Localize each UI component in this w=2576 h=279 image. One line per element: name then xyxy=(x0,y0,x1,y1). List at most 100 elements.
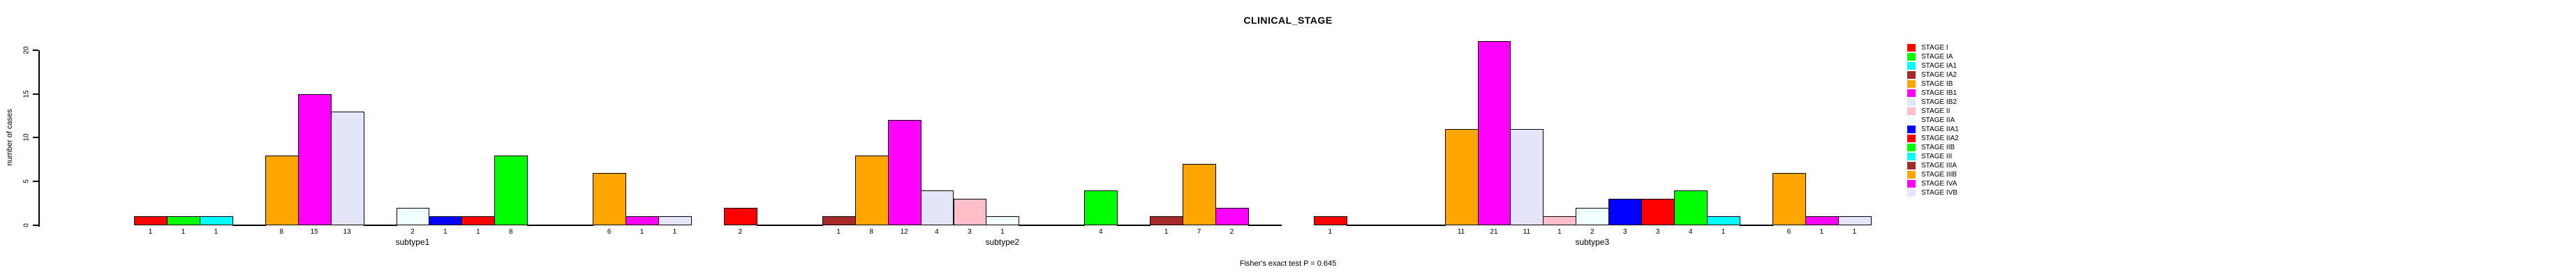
legend-swatch xyxy=(1907,144,1916,151)
bar-value-label: 1 xyxy=(1721,228,1726,236)
legend-swatch xyxy=(1907,98,1916,106)
bar-value-label: 8 xyxy=(279,228,283,236)
chart-title: CLINICAL_STAGE xyxy=(1243,15,1333,26)
legend-label: STAGE IIA1 xyxy=(1921,126,1959,133)
y-tick xyxy=(33,49,38,51)
bar-subtype1-STAGE-IIA1 xyxy=(429,216,463,225)
bar-value-label: 3 xyxy=(1622,228,1627,236)
bar-subtype2-STAGE-IIIB xyxy=(1183,164,1217,225)
bar-value-label: 1 xyxy=(181,228,186,236)
bar-value-label: 1 xyxy=(1328,228,1333,236)
legend-label: STAGE IIB xyxy=(1921,144,1955,151)
bar-subtype3-STAGE-I xyxy=(1313,216,1347,225)
bar-value-label: 1 xyxy=(443,228,447,236)
bar-value-label: 11 xyxy=(1523,228,1531,236)
zero-bar-subtype2-STAGE-IVB xyxy=(1248,225,1282,226)
legend-label: STAGE IA2 xyxy=(1921,71,1957,79)
bar-subtype2-STAGE-IA2 xyxy=(822,216,856,225)
bar-subtype3-STAGE-IIA1 xyxy=(1608,199,1643,225)
zero-bar-subtype3-STAGE-IA xyxy=(1346,225,1380,226)
legend-label: STAGE IIIB xyxy=(1921,171,1957,179)
legend-label: STAGE IB xyxy=(1921,80,1953,88)
y-tick xyxy=(33,93,38,95)
y-tick-label: 20 xyxy=(22,46,31,54)
legend-label: STAGE IB2 xyxy=(1921,98,1957,106)
zero-bar-subtype2-STAGE-IA1 xyxy=(789,225,823,226)
zero-bar-subtype3-STAGE-IA2 xyxy=(1412,225,1446,226)
bar-value-label: 21 xyxy=(1490,228,1498,236)
bar-value-label: 2 xyxy=(1590,228,1594,236)
bar-value-label: 2 xyxy=(1229,228,1234,236)
legend-label: STAGE IA1 xyxy=(1921,62,1957,70)
bar-subtype1-STAGE-IIA xyxy=(396,207,430,225)
legend-swatch xyxy=(1907,116,1916,124)
bar-subtype3-STAGE-IVA xyxy=(1805,216,1839,225)
legend-label: STAGE IIA xyxy=(1921,116,1955,124)
zero-bar-subtype2-STAGE-IA xyxy=(756,225,790,226)
y-tick xyxy=(33,225,38,226)
bar-subtype1-STAGE-IVB xyxy=(658,216,692,225)
bar-value-label: 13 xyxy=(343,228,351,236)
bar-subtype2-STAGE-I xyxy=(723,207,757,225)
bar-value-label: 1 xyxy=(639,228,644,236)
bar-subtype1-STAGE-IVA xyxy=(626,216,660,225)
bar-value-label: 1 xyxy=(148,228,153,236)
group-label-subtype3: subtype3 xyxy=(1575,237,1610,247)
legend-swatch xyxy=(1907,44,1916,52)
legend-swatch xyxy=(1907,62,1916,70)
bar-subtype1-STAGE-IIB xyxy=(494,155,528,225)
bar-value-label: 1 xyxy=(476,228,480,236)
bar-subtype3-STAGE-IIB xyxy=(1674,190,1708,225)
bar-value-label: 1 xyxy=(1164,228,1169,236)
zero-bar-subtype2-STAGE-IIA1 xyxy=(1019,225,1053,226)
legend-swatch xyxy=(1907,71,1916,79)
legend-swatch xyxy=(1907,107,1916,115)
bar-subtype2-STAGE-IB1 xyxy=(887,120,921,225)
bar-value-label: 8 xyxy=(509,228,513,236)
bar-subtype1-STAGE-IA xyxy=(166,216,200,225)
bar-value-label: 6 xyxy=(607,228,612,236)
bar-value-label: 1 xyxy=(1852,228,1857,236)
bar-subtype3-STAGE-II xyxy=(1543,216,1577,225)
bar-value-label: 1 xyxy=(836,228,841,236)
zero-bar-subtype3-STAGE-IA1 xyxy=(1379,225,1413,226)
y-axis-label: number of cases xyxy=(6,109,14,166)
bar-value-label: 2 xyxy=(410,228,415,236)
bar-value-label: 7 xyxy=(1197,228,1201,236)
y-tick xyxy=(33,181,38,183)
bar-value-label: 4 xyxy=(935,228,939,236)
legend-label: STAGE IIIA xyxy=(1921,162,1957,169)
fisher-test-annotation: Fisher's exact test P = 0.645 xyxy=(1239,259,1337,268)
bar-subtype3-STAGE-IB1 xyxy=(1477,41,1511,225)
bar-subtype1-STAGE-I xyxy=(134,216,168,225)
y-tick-label: 15 xyxy=(22,90,31,98)
legend-swatch xyxy=(1907,89,1916,97)
bar-value-label: 15 xyxy=(310,228,318,236)
legend-swatch xyxy=(1907,126,1916,133)
bar-value-label: 1 xyxy=(1819,228,1824,236)
bar-subtype2-STAGE-IIB xyxy=(1084,190,1118,225)
y-tick-label: 10 xyxy=(22,133,31,142)
legend-label: STAGE I xyxy=(1921,44,1948,52)
legend-swatch xyxy=(1907,53,1916,61)
bar-subtype3-STAGE-IIA xyxy=(1576,207,1610,225)
bar-subtype2-STAGE-IIIA xyxy=(1150,216,1184,225)
bar-subtype3-STAGE-IB2 xyxy=(1510,128,1544,225)
bar-subtype1-STAGE-IB xyxy=(265,155,299,225)
bar-value-label: 8 xyxy=(869,228,873,236)
bar-subtype1-STAGE-IB2 xyxy=(330,111,364,225)
bar-value-label: 6 xyxy=(1786,228,1791,236)
bar-subtype1-STAGE-IB1 xyxy=(297,93,332,225)
bar-subtype2-STAGE-IIA xyxy=(986,216,1020,225)
bar-subtype3-STAGE-III xyxy=(1707,216,1741,225)
legend-label: STAGE IVB xyxy=(1921,189,1958,197)
legend-swatch xyxy=(1907,171,1916,179)
y-tick xyxy=(33,137,38,139)
bar-value-label: 3 xyxy=(1655,228,1660,236)
y-axis-line xyxy=(38,50,40,227)
bar-subtype2-STAGE-IB xyxy=(854,155,889,225)
legend-label: STAGE IVA xyxy=(1921,180,1957,188)
zero-bar-subtype1-STAGE-IA2 xyxy=(232,225,266,226)
bar-subtype1-STAGE-IA1 xyxy=(199,216,233,225)
